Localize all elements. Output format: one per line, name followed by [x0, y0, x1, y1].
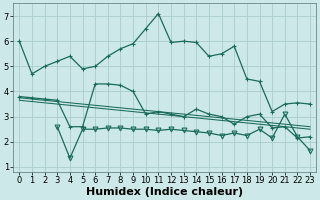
X-axis label: Humidex (Indice chaleur): Humidex (Indice chaleur)	[86, 187, 243, 197]
